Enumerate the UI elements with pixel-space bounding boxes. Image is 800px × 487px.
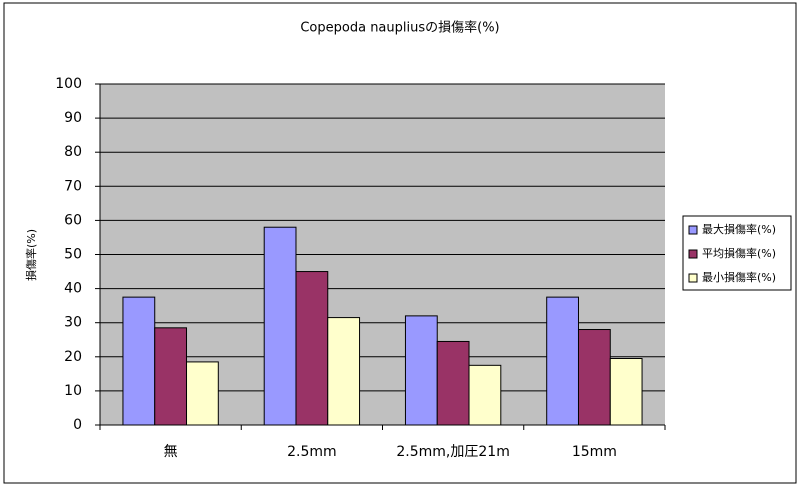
y-tick-label: 80 — [64, 144, 82, 160]
y-tick-label: 30 — [64, 315, 82, 331]
bar — [577, 329, 611, 426]
bar — [468, 364, 502, 426]
chart-title: Copepoda naupliusの損傷率(%) — [300, 20, 499, 36]
y-tick-label: 20 — [64, 349, 82, 365]
legend-swatch — [688, 273, 698, 283]
bar — [546, 296, 579, 426]
bar — [609, 358, 643, 426]
y-tick-label: 100 — [55, 76, 82, 92]
legend-label: 最大損傷率(%) — [702, 222, 776, 236]
y-tick-label: 70 — [64, 178, 82, 194]
legend-swatch — [688, 225, 698, 235]
bar — [436, 340, 470, 426]
bar — [263, 226, 297, 426]
bar — [186, 361, 219, 426]
y-tick-label: 60 — [64, 212, 82, 228]
bar — [122, 296, 156, 426]
x-tick-label: 15mm — [572, 444, 617, 460]
y-tick-label: 0 — [73, 417, 82, 433]
legend-label: 平均損傷率(%) — [702, 246, 776, 260]
bar — [404, 315, 438, 426]
y-tick-label: 90 — [64, 110, 82, 126]
bar — [295, 271, 329, 426]
y-axis-label: 損傷率(%) — [24, 229, 38, 281]
bar — [154, 327, 188, 426]
y-tick-label: 10 — [64, 383, 82, 399]
x-tick-label: 2.5mm,加圧21m — [396, 444, 509, 460]
y-tick-label: 40 — [64, 281, 82, 297]
bar — [327, 317, 361, 426]
legend-box — [682, 215, 792, 291]
legend-label: 最小損傷率(%) — [702, 270, 776, 284]
x-tick-label: 無 — [164, 444, 178, 460]
x-tick-label: 2.5mm — [287, 444, 337, 460]
legend-swatch — [688, 249, 698, 259]
y-tick-label: 50 — [64, 247, 82, 263]
